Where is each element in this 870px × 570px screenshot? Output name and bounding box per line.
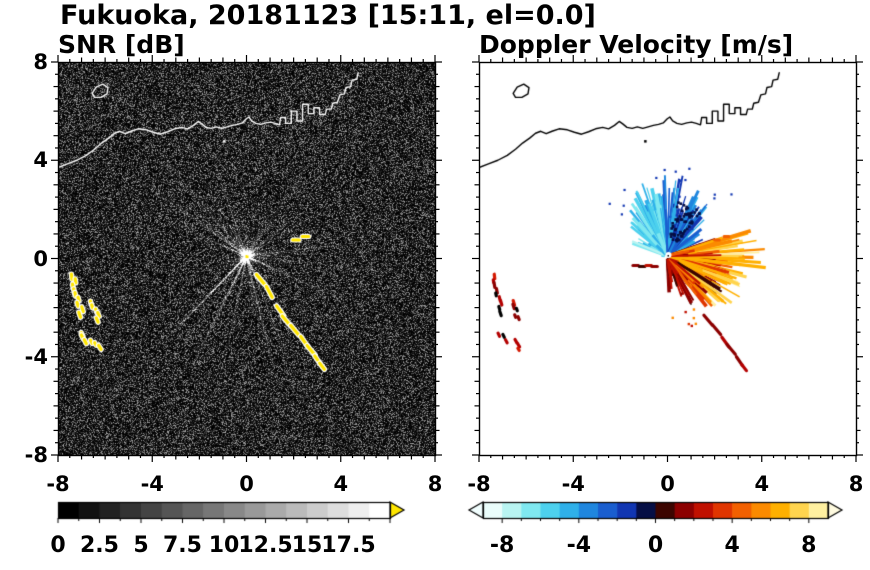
- snr-x-tick-label: 8: [427, 472, 443, 496]
- doppler-colorbar-tick-label: -8: [489, 533, 515, 558]
- doppler-colorbar-tick-label: 8: [801, 533, 817, 558]
- snr-colorbar-tick-label: 17.5: [321, 533, 376, 558]
- doppler-colorbar-tick-label: 4: [724, 533, 740, 558]
- snr-y-tick-label: -8: [24, 443, 48, 467]
- snr-y-tick-label: -4: [24, 344, 48, 369]
- doppler-x-tick-label: -4: [561, 472, 585, 496]
- doppler-x-tick-label: -8: [467, 472, 491, 496]
- snr-x-tick-label: -4: [140, 472, 164, 496]
- snr-radar-image: [58, 62, 435, 455]
- doppler-panel-title: Doppler Velocity [m/s]: [479, 30, 794, 59]
- snr-x-tick-label: 4: [333, 472, 349, 496]
- snr-colorbar-tick-label: 10: [208, 533, 240, 558]
- snr-colorbar-tick-label: 15: [291, 533, 323, 558]
- snr-colorbar-tick-label: 12.5: [238, 533, 293, 558]
- doppler-x-tick-label: 8: [848, 472, 864, 496]
- doppler-x-tick-label: 0: [660, 472, 675, 496]
- snr-x-tick-label: -8: [46, 472, 70, 496]
- snr-x-tick-label: 0: [239, 472, 254, 496]
- snr-y-tick-label: 8: [33, 50, 48, 74]
- doppler-colorbar-tick-label: -4: [566, 533, 592, 558]
- figure-title: Fukuoka, 20181123 [15:11, el=0.0]: [60, 0, 596, 31]
- snr-colorbar: [55, 500, 420, 528]
- snr-y-tick-label: 4: [33, 148, 48, 173]
- snr-colorbar-tick-label: 7.5: [163, 533, 202, 558]
- doppler-x-tick-label: 4: [754, 472, 770, 496]
- doppler-colorbar: [462, 500, 858, 528]
- snr-colorbar-tick-label: 0: [50, 533, 66, 558]
- snr-colorbar-tick-label: 5: [133, 533, 149, 558]
- snr-panel-title: SNR [dB]: [58, 30, 185, 59]
- snr-colorbar-tick-label: 2.5: [80, 533, 119, 558]
- snr-y-tick-label: 0: [33, 246, 48, 271]
- doppler-colorbar-tick-label: 0: [647, 533, 664, 558]
- doppler-radar-image: [479, 62, 856, 455]
